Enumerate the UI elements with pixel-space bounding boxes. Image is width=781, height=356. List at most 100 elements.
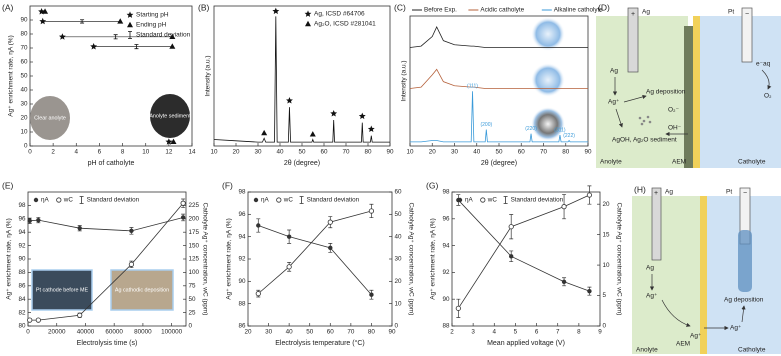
x-tick-label: 10	[210, 149, 218, 156]
y2-tick-label: 200	[189, 215, 200, 222]
x-tick-label: 70	[540, 149, 548, 156]
x-tick-label: 40000	[77, 329, 95, 336]
circle-marker	[180, 215, 186, 220]
panel-label: (C)	[394, 2, 406, 12]
open-circle-marker	[180, 200, 186, 206]
y-axis-label: Ag⁺ enrichment rate, ηA (%)	[430, 218, 437, 299]
photo-label: Anolyte sediment	[149, 113, 191, 119]
star-marker	[39, 17, 47, 25]
process-label: Ag deposition	[646, 89, 686, 96]
y-tick-label: 94	[18, 229, 26, 236]
x-tick-label: 30	[254, 149, 262, 156]
region-label: AEM	[676, 341, 690, 348]
peak-label: (220)	[525, 126, 537, 132]
aem	[693, 16, 700, 168]
y2-axis-label: Catholyte Ag⁺ concentration, wC (ppm)	[615, 203, 622, 316]
legend-label: ηA	[261, 197, 270, 204]
species-label: e⁻aq	[756, 61, 771, 68]
y-tick-label: 90	[238, 278, 246, 285]
x-tick-label: 9	[598, 329, 602, 336]
x-tick-label: 4	[493, 329, 497, 336]
open-circle-marker	[286, 264, 292, 270]
plot-frame	[451, 191, 601, 327]
y-tick-label: 80	[18, 323, 26, 330]
y2-tick-label: 50	[189, 296, 197, 303]
y-axis-label: Ag⁺ enrichment rate, ηA (%)	[8, 35, 15, 116]
region-label: Anolyte	[636, 347, 658, 354]
error-bar-symbol	[79, 196, 84, 204]
error-bar-symbol	[299, 196, 304, 204]
x-tick-label: 80	[364, 149, 372, 156]
electrode-label: Pt	[726, 189, 732, 196]
y2-axis-label: Catholyte Ag⁺ concentration, wC (ppm)	[201, 203, 208, 316]
y-tick-label: 30	[20, 101, 28, 108]
x-tick-label: 20	[429, 149, 437, 156]
circle-marker	[36, 217, 41, 223]
x-axis-label: pH of catholyte	[88, 160, 135, 167]
y2-tick-label: 10	[395, 300, 403, 307]
y-tick-label: 20	[20, 115, 28, 122]
star-marker	[367, 125, 375, 133]
y2-tick-label: 15	[603, 231, 611, 238]
y-tick-label: 98	[18, 202, 26, 209]
y2-tick-label: 225	[189, 202, 200, 209]
y-tick-label: 96	[238, 211, 246, 218]
x-tick-label: 60	[320, 149, 328, 156]
y-axis-label: Intensity (a.u.)	[205, 55, 212, 96]
photo-label: Pt cathode before ME	[36, 287, 89, 293]
x-tick-label: 10	[142, 149, 150, 156]
open-circle-marker	[480, 197, 486, 203]
legend-label: wC	[63, 197, 74, 204]
y-tick-label: 88	[442, 323, 450, 330]
y2-tick-label: 0	[189, 323, 193, 330]
x-axis-label: Electrolysis temperature (°C)	[275, 339, 365, 347]
x-tick-label: 80	[368, 329, 376, 336]
x-tick-label: 3	[471, 329, 475, 336]
series-line	[258, 225, 372, 295]
species-label: O₂	[764, 93, 772, 100]
sediment-dots	[638, 115, 652, 126]
y-tick-label: 40	[20, 87, 28, 94]
y2-tick-label: 175	[189, 229, 200, 236]
electrode-label: Pt	[728, 9, 734, 16]
y2-tick-label: 10	[603, 262, 611, 269]
x-tick-label: 14	[188, 149, 196, 156]
panel-label: (G)	[426, 180, 438, 190]
x-tick-label: 70	[342, 149, 350, 156]
circle-marker	[457, 197, 463, 203]
x-tick-label: 2	[51, 149, 55, 156]
triangle-marker	[127, 21, 133, 28]
photo-label: Clear anolyte	[34, 115, 66, 121]
y2-tick-label: 20	[603, 201, 611, 208]
legend-label: Starting pH	[136, 12, 169, 19]
y-tick-label: 10	[20, 129, 28, 136]
x-tick-label: 80	[562, 149, 570, 156]
open-circle-marker	[327, 219, 333, 225]
triangle-marker	[170, 138, 177, 144]
legend-label: Ag₂O, ICSD #281041	[314, 21, 376, 28]
error-bar-symbol	[503, 196, 508, 204]
y-tick-label: 84	[18, 296, 26, 303]
open-circle-marker	[508, 224, 514, 230]
open-circle-marker	[561, 204, 567, 210]
y-tick-label: 98	[238, 189, 246, 196]
open-circle-marker	[255, 291, 261, 297]
photo	[110, 269, 174, 311]
error-bar	[113, 34, 118, 40]
y2-axis-label: Catholyte Ag⁺ concentration, wC (ppm)	[407, 203, 414, 316]
y-tick-label: 92	[238, 256, 246, 263]
legend-label: Standard deviation	[136, 32, 191, 39]
anolyte	[632, 196, 700, 354]
error-bar	[134, 44, 139, 50]
open-circle-marker	[35, 317, 41, 323]
x-axis-label: Mean applied voltage (V)	[487, 340, 565, 347]
circle-marker	[561, 279, 567, 284]
y-tick-label: 90	[20, 17, 28, 24]
legend-label: Alkaline catholyte	[554, 7, 604, 14]
x-tick-label: 20000	[48, 329, 66, 336]
x-tick-label: 80000	[134, 329, 152, 336]
process-label: AgOH, Ag₂O sediment	[612, 137, 677, 144]
panel-label: (E)	[2, 180, 14, 190]
ag-electrode	[627, 7, 639, 73]
